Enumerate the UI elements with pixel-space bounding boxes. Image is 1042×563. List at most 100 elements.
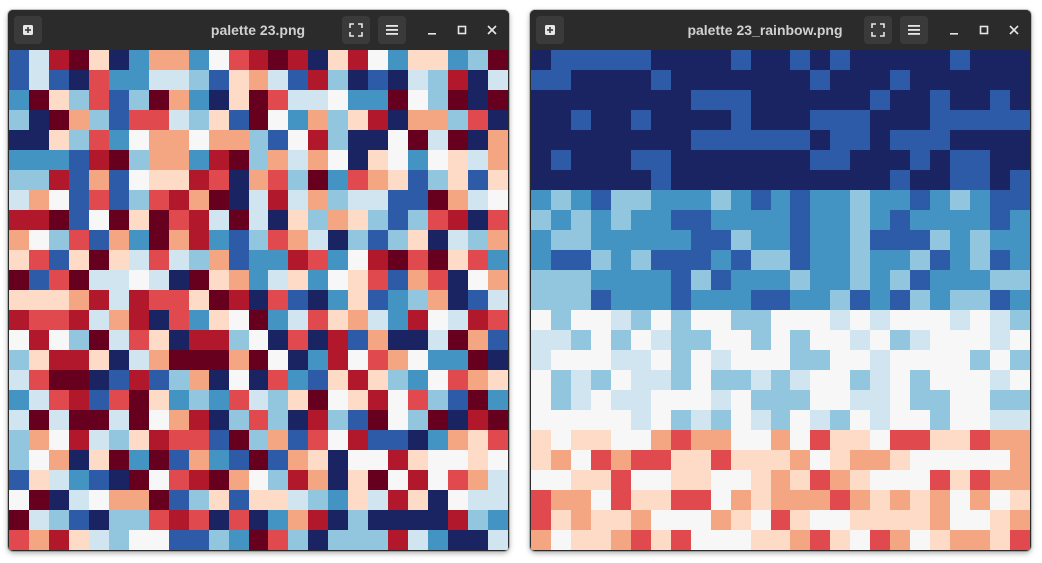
pixel bbox=[388, 470, 409, 490]
pixel bbox=[950, 410, 971, 430]
pixel bbox=[468, 70, 489, 90]
pixel bbox=[68, 130, 89, 150]
close-button[interactable] bbox=[1000, 16, 1028, 44]
pixel bbox=[48, 310, 69, 330]
pixel bbox=[468, 290, 489, 310]
pixel bbox=[950, 470, 971, 490]
pixel bbox=[208, 510, 229, 530]
pixel bbox=[550, 510, 571, 530]
pixel bbox=[970, 510, 991, 530]
pixel bbox=[48, 470, 69, 490]
menu-button[interactable] bbox=[378, 16, 406, 44]
pixel bbox=[550, 290, 571, 310]
pixel bbox=[248, 170, 269, 190]
pixel bbox=[308, 110, 329, 130]
pixel bbox=[570, 390, 591, 410]
pixel bbox=[930, 430, 951, 450]
pixel bbox=[168, 470, 189, 490]
pixel bbox=[610, 230, 631, 250]
pixel bbox=[790, 450, 811, 470]
pixel bbox=[850, 250, 871, 270]
pixel bbox=[428, 250, 449, 270]
pixel bbox=[308, 190, 329, 210]
pixel bbox=[248, 430, 269, 450]
pixel bbox=[610, 150, 631, 170]
new-tab-button[interactable] bbox=[536, 16, 564, 44]
pixel bbox=[950, 330, 971, 350]
pixel bbox=[1010, 470, 1030, 490]
pixel bbox=[930, 490, 951, 510]
fullscreen-button[interactable] bbox=[864, 16, 892, 44]
pixel bbox=[730, 250, 751, 270]
pixel bbox=[248, 330, 269, 350]
pixel bbox=[630, 210, 651, 230]
pixel bbox=[910, 110, 931, 130]
image-canvas[interactable] bbox=[531, 50, 1030, 550]
pixel bbox=[368, 330, 389, 350]
pixel bbox=[9, 110, 29, 130]
close-button[interactable] bbox=[478, 16, 506, 44]
title-bar[interactable]: palette 23.png bbox=[8, 10, 509, 50]
pixel bbox=[890, 390, 911, 410]
pixel bbox=[408, 270, 429, 290]
fullscreen-button[interactable] bbox=[342, 16, 370, 44]
pixel bbox=[48, 370, 69, 390]
pixel bbox=[448, 290, 469, 310]
pixel bbox=[770, 510, 791, 530]
pixel bbox=[990, 150, 1011, 170]
pixel bbox=[328, 530, 349, 550]
minimize-icon bbox=[950, 33, 958, 35]
pixel bbox=[610, 370, 631, 390]
pixel bbox=[188, 510, 209, 530]
pixel bbox=[590, 450, 611, 470]
pixel bbox=[448, 50, 469, 70]
pixel bbox=[910, 170, 931, 190]
pixel bbox=[870, 230, 891, 250]
image-canvas[interactable] bbox=[9, 50, 508, 550]
pixel bbox=[870, 110, 891, 130]
pixel bbox=[850, 470, 871, 490]
pixel bbox=[328, 370, 349, 390]
pixel bbox=[531, 190, 551, 210]
pixel bbox=[630, 130, 651, 150]
image-viewer-window-right: palette 23_rainbow.png bbox=[530, 10, 1031, 551]
pixel bbox=[690, 90, 711, 110]
pixel bbox=[730, 430, 751, 450]
pixel bbox=[1010, 190, 1030, 210]
maximize-button[interactable] bbox=[970, 16, 998, 44]
minimize-button[interactable] bbox=[418, 16, 446, 44]
pixel bbox=[348, 490, 369, 510]
pixel bbox=[328, 350, 349, 370]
pixel bbox=[630, 490, 651, 510]
pixel bbox=[770, 250, 791, 270]
pixel bbox=[1010, 90, 1030, 110]
minimize-button[interactable] bbox=[940, 16, 968, 44]
pixel bbox=[830, 470, 851, 490]
pixel bbox=[930, 130, 951, 150]
pixel bbox=[468, 50, 489, 70]
hamburger-icon bbox=[908, 25, 920, 35]
pixel bbox=[910, 370, 931, 390]
pixel bbox=[870, 50, 891, 70]
pixel bbox=[810, 190, 831, 210]
pixel bbox=[870, 150, 891, 170]
pixel bbox=[188, 410, 209, 430]
pixel bbox=[890, 310, 911, 330]
pixel bbox=[710, 50, 731, 70]
pixel bbox=[268, 430, 289, 450]
pixel bbox=[68, 210, 89, 230]
pixel bbox=[590, 190, 611, 210]
pixel bbox=[750, 190, 771, 210]
pixel bbox=[750, 110, 771, 130]
pixel bbox=[348, 130, 369, 150]
pixel bbox=[850, 450, 871, 470]
menu-button[interactable] bbox=[900, 16, 928, 44]
pixel bbox=[650, 130, 671, 150]
maximize-button[interactable] bbox=[448, 16, 476, 44]
pixel bbox=[890, 250, 911, 270]
pixel bbox=[990, 330, 1011, 350]
pixel bbox=[228, 410, 249, 430]
title-bar[interactable]: palette 23_rainbow.png bbox=[530, 10, 1031, 50]
new-tab-button[interactable] bbox=[14, 16, 42, 44]
pixel bbox=[208, 50, 229, 70]
